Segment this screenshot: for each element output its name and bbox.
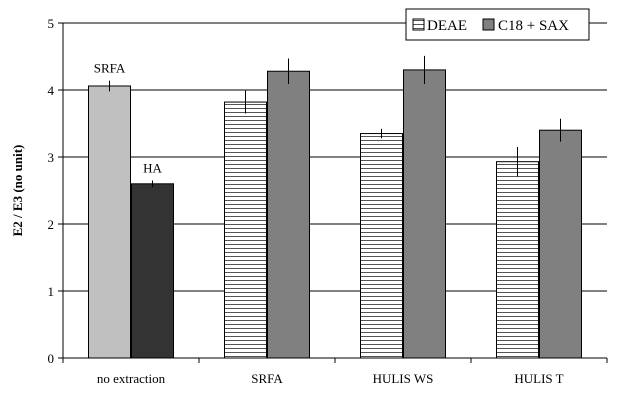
- bar-reference-ha: [131, 183, 174, 359]
- x-category-label: no extraction: [97, 371, 166, 386]
- y-tick-label: 2: [48, 217, 55, 232]
- legend-box: [405, 8, 590, 41]
- x-category-label: HULIS T: [514, 371, 563, 386]
- bars: [88, 69, 582, 359]
- x-categories: no extraction SRFA HULIS WS HULIS T: [62, 358, 608, 386]
- x-category-label: SRFA: [251, 371, 283, 386]
- bar-deae-hulis-ws: [360, 133, 403, 359]
- bar-reference-srfa: [88, 85, 131, 359]
- legend-label-deae: DEAE: [427, 18, 467, 34]
- y-tick-label: 3: [48, 150, 55, 165]
- bar-c18-sax-hulis-ws: [403, 69, 446, 359]
- bar-label-srfa: SRFA: [94, 61, 126, 76]
- y-tick-label: 0: [48, 351, 55, 366]
- legend-label-c18-sax: C18 + SAX: [498, 18, 569, 34]
- y-tick-label: 5: [48, 16, 55, 31]
- bar-deae-srfa: [224, 101, 267, 359]
- bar-labels: SRFA HA: [94, 61, 163, 176]
- bar-c18-sax-hulis-t: [539, 129, 582, 359]
- legend: DEAE C18 + SAX: [405, 8, 590, 41]
- bar-deae-hulis-t: [496, 161, 539, 359]
- legend-swatch-deae: [412, 18, 425, 31]
- x-category-label: HULIS WS: [373, 371, 434, 386]
- y-axis-title: E2 / E3 (no unit): [10, 145, 25, 237]
- bar-c18-sax-srfa: [267, 70, 310, 359]
- error-bars: [109, 55, 561, 188]
- bar-label-ha: HA: [143, 160, 162, 175]
- y-tick-label: 1: [48, 284, 55, 299]
- y-tick-label: 4: [48, 83, 55, 98]
- y-ticks: 0 1 2 3 4 5: [48, 16, 63, 366]
- legend-swatch-c18-sax: [482, 18, 495, 31]
